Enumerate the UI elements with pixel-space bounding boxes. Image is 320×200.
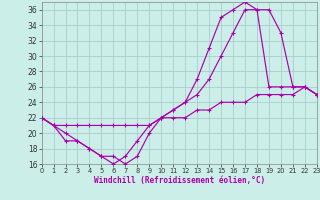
X-axis label: Windchill (Refroidissement éolien,°C): Windchill (Refroidissement éolien,°C) (94, 176, 265, 185)
